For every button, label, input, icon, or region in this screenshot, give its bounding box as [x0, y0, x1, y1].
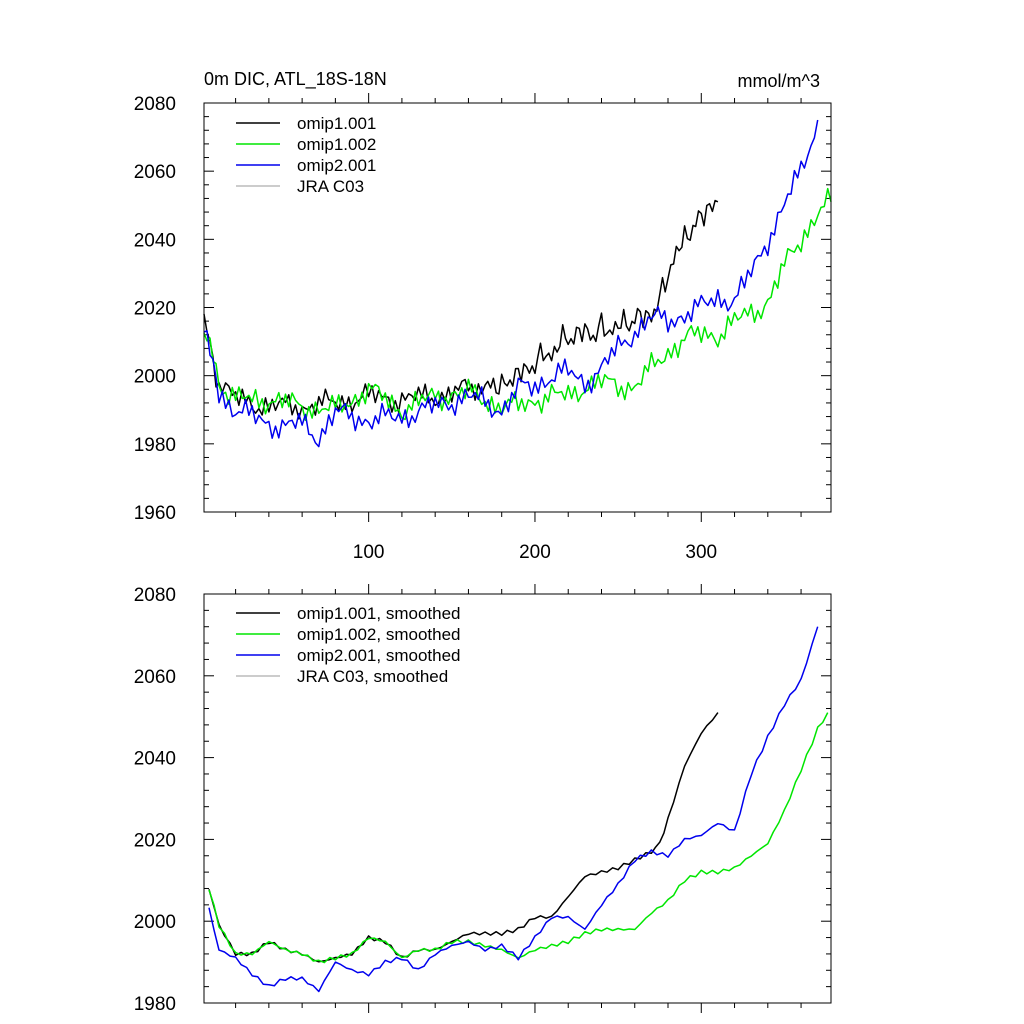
legend-label: omip1.002, smoothed — [297, 625, 461, 644]
y-tick-label: 2000 — [134, 367, 176, 388]
legend-label: JRA C03 — [297, 177, 364, 196]
x-tick-label: 100 — [353, 542, 385, 563]
legend-label: omip1.002 — [297, 135, 376, 154]
legend-label: omip1.001, smoothed — [297, 604, 461, 623]
legend-label: omip1.001 — [297, 114, 376, 133]
y-tick-label: 1960 — [134, 503, 176, 524]
y-tick-label: 2040 — [134, 230, 176, 251]
x-tick-label: 200 — [519, 542, 551, 563]
legend-label: omip2.001 — [297, 156, 376, 175]
chart-title: 0m DIC, ATL_18S-18N — [204, 69, 387, 90]
y-tick-label: 2060 — [134, 162, 176, 183]
y-tick-label: 2020 — [134, 299, 176, 320]
plot-frame — [203, 593, 832, 1004]
series-line-1 — [208, 712, 829, 964]
y-tick-label: 2040 — [134, 749, 176, 770]
bottom-panel: 1980 2000 2020 2040 2060 2080 omip1.001, smoo… — [134, 584, 832, 1015]
top-panel: 0m DIC, ATL_18S-18N mmol/m^3 1960 1980 200… — [134, 69, 832, 563]
legend-label: JRA C03, smoothed — [297, 667, 448, 686]
series-line-2 — [208, 626, 819, 993]
x-tick-label: 300 — [685, 542, 717, 563]
legend-label: omip2.001, smoothed — [297, 646, 461, 665]
y-tick-label: 2020 — [134, 830, 176, 851]
y-tick-label: 2060 — [134, 667, 176, 688]
plot-frame — [203, 102, 832, 513]
units-label: mmol/m^3 — [738, 71, 820, 91]
y-tick-label: 1980 — [134, 994, 176, 1015]
series-line-0 — [208, 712, 719, 963]
series-line-2 — [203, 119, 819, 448]
y-tick-label: 1980 — [134, 435, 176, 456]
y-tick-label: 2080 — [134, 585, 176, 606]
y-tick-label: 2000 — [134, 912, 176, 933]
y-tick-label: 2080 — [134, 94, 176, 115]
series-line-1 — [203, 187, 832, 422]
series-line-0 — [203, 199, 719, 420]
